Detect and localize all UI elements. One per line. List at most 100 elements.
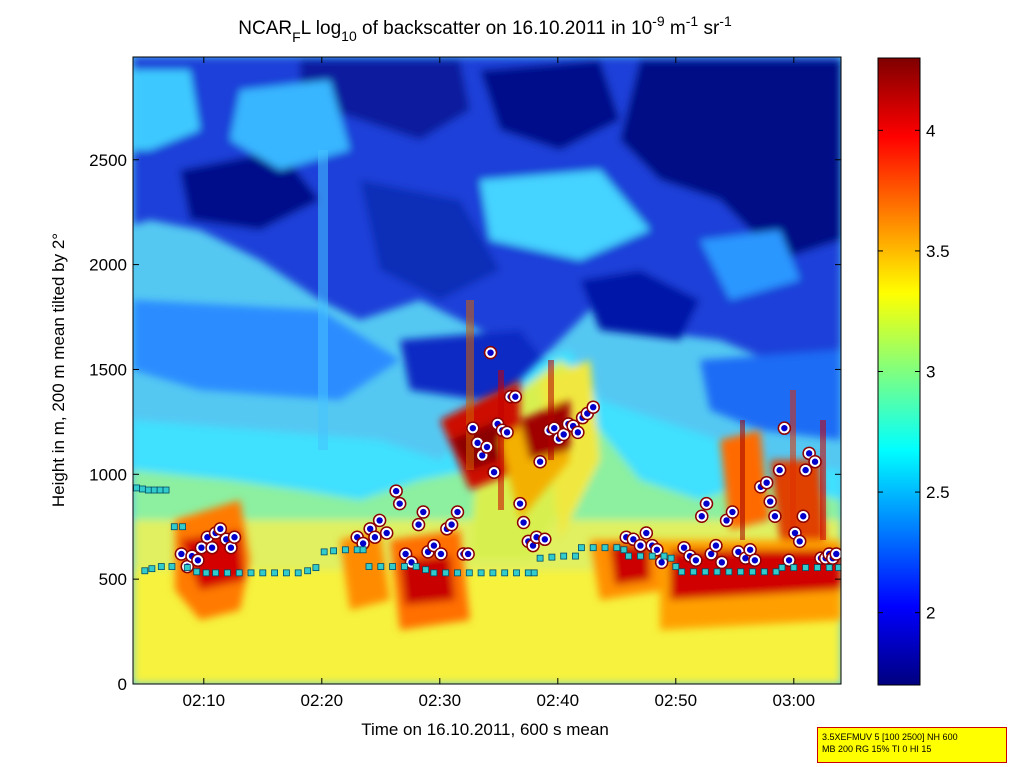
cloud-base-point [735,548,742,556]
cloud-base-point [204,534,211,541]
boundary-layer-point [601,544,609,552]
boundary-layer-point [400,563,408,570]
colorbar-tick-label: 2.5 [926,483,950,502]
boundary-layer-point [501,569,509,577]
cloud-base-point [637,542,644,549]
boundary-layer-point [271,569,279,577]
title-part-c: of backscatter on 16.10.2011 in 10 [357,18,652,39]
boundary-layer-point [359,546,367,554]
boundary-layer-point [157,563,165,570]
boundary-layer-point [524,569,532,577]
boundary-layer-point [389,563,397,570]
cloud-base-point [767,498,774,505]
boundary-layer-point [341,546,349,554]
y-tick-label: 1000 [89,465,127,484]
boundary-layer-point [772,568,780,576]
settings-note-line1: 3.5XEFMUV 5 [100 2500] NH 600 [822,732,958,742]
cloud-base-point [448,521,455,528]
title-sub-10: 10 [341,28,357,44]
title-sup-9: -9 [652,13,665,29]
boundary-layer-point [690,568,697,576]
x-tick-label: 02:50 [655,691,698,710]
boundary-layer-point [320,548,328,556]
cloud-base-point [703,500,710,507]
cloud-base-point [376,517,383,524]
cloud-base-point [698,513,705,520]
cloud-base-point [198,544,205,551]
cloud-base-point [729,508,736,516]
boundary-layer-point [578,544,585,552]
cloud-base-point [723,517,730,524]
colorbar-tick-label: 3.5 [926,242,950,261]
cloud-base-point [551,424,558,432]
heatmap [133,57,841,684]
boundary-layer-point [465,569,473,577]
boundary-layer-point [513,569,520,577]
colorbar-ticks: 2 2.5 3 3.5 4 [878,121,950,623]
y-axis: 0 500 1000 1500 2000 2500 [89,151,841,694]
heatmap-upper-layer [133,57,841,440]
cloud-base-point [516,500,524,507]
boundary-layer-point [133,484,140,492]
boundary-layer-point [548,553,556,561]
cloud-base-point [487,349,494,356]
colorbar-tick-label: 4 [926,121,935,140]
boundary-layer-point [489,569,497,577]
boundary-layer-point [536,554,544,562]
boundary-layer-point [637,552,644,560]
cloud-base-point [643,529,650,537]
settings-note-line2: MB 200 RG 15% TI 0 HI 15 [822,744,932,754]
title-sup-1a: -1 [686,13,699,29]
cloud-base-point [396,500,403,507]
boundary-layer-point [168,563,176,570]
cloud-base-point [800,513,807,520]
boundary-layer-point [672,563,680,570]
title-part-a: NCAR [238,18,292,39]
title-part-b: L log [301,18,342,39]
cloud-base-point [811,458,819,465]
boundary-layer-point [365,563,373,570]
cloud-base-point [371,534,379,541]
boundary-layer-point [247,569,255,577]
boundary-layer-point [259,569,267,577]
boundary-layer-point [162,486,170,494]
boundary-layer-point [790,564,798,572]
cloud-base-point [536,458,544,465]
cloud-base-point [490,469,498,476]
cloud-base-point [776,466,783,474]
colorbar-tick-label: 2 [926,604,935,623]
boundary-layer-point [202,569,210,577]
cloud-base-point [680,544,688,551]
boundary-layer-point [294,569,302,577]
title-sub-f: F [292,29,301,45]
boundary-layer-point [648,552,656,560]
cloud-base-point [479,452,486,459]
boundary-layer-point [141,567,149,575]
title-sup-1b: -1 [719,13,732,29]
boundary-layer-point [223,569,231,577]
cloud-base-point [420,508,427,516]
settings-note: 3.5XEFMUV 5 [100 2500] NH 600 MB 200 RG … [817,727,1007,763]
cloud-base-point [781,424,788,432]
boundary-layer-point [330,547,338,555]
cloud-base-point [796,538,803,545]
boundary-layer-point [667,554,675,562]
cloud-base-point [464,550,472,558]
boundary-layer-point [835,564,841,572]
cloud-base-point [194,557,202,564]
cloud-base-point [692,557,700,564]
title-part-e: sr [698,18,720,39]
cloud-base-point [746,546,754,553]
boundary-layer-point [660,552,668,560]
boundary-layer-point [148,565,156,573]
boundary-layer-point [304,567,312,575]
boundary-layer-point [454,569,461,577]
boundary-layer-point [760,568,768,576]
boundary-layer-point [814,564,821,572]
chart-title: NCARFL log10 of backscatter on 16.10.201… [238,13,732,45]
cloud-base-point [231,534,238,541]
cloud-base-point [590,403,597,411]
cloud-base-point [802,466,809,474]
boundary-layer-point [713,568,721,576]
